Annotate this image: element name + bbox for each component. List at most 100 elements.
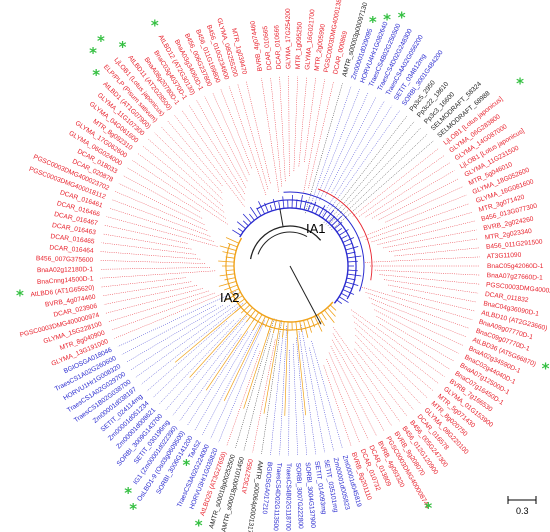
tree-branches [174,188,373,416]
branch [256,207,262,216]
leaf-connector [323,116,408,223]
branch [272,320,277,334]
branch [311,201,317,213]
branch [237,298,245,305]
branch [224,284,238,291]
star-icon: * [89,44,97,62]
branch [310,317,316,328]
branch [229,288,240,294]
clade-ia1-arc [256,199,357,300]
leaf-connector [111,292,215,331]
leaf-connector [352,147,440,217]
leaf-connector [323,365,352,446]
leaf-connector [296,337,308,456]
branch [224,277,236,281]
leaf-connector [235,318,275,449]
leaf-label: DCAR_016464 [49,244,94,254]
leaf-connector [304,83,343,214]
branch [346,251,356,255]
leaf-connector [326,358,360,443]
leaf-connector [270,76,283,187]
leaf-connector [228,85,267,196]
leaf-connector [202,324,260,435]
leaf-connector [309,86,352,210]
leaf-connector [331,140,434,231]
branch [328,215,336,224]
leaf-connector [333,327,400,422]
leaf-connector [365,292,470,329]
branch [218,281,237,287]
root-arc [249,225,322,260]
branch [227,243,238,248]
leaf-connector [118,183,205,225]
leaf-connector [130,305,230,371]
branch [299,195,303,209]
branch [334,221,343,230]
clade-label-ia2: IA2 [220,290,240,305]
branch [295,199,298,209]
scale-bar: 0.3 [507,496,537,516]
branch [336,299,343,304]
leaf-connector [327,127,421,227]
star-icon: * [516,74,524,92]
branch [338,296,349,303]
leaf-connector [108,207,214,242]
leaf-label: BnaCnng14500D-1 [37,275,94,286]
leaf-connector [308,81,334,189]
branch [344,285,353,289]
branch [324,309,335,323]
leaf-connector [154,132,223,200]
leaf-connector [304,77,317,163]
branch [236,221,246,230]
branch [347,269,358,272]
leaf-connector [332,333,393,427]
leaf-connector [355,341,415,411]
leaf-connector [108,290,209,323]
leaf-connector [311,340,343,449]
star-icon: * [16,287,24,305]
leaf-connector [101,242,196,255]
branch [263,328,280,414]
leaf-connector [101,277,186,288]
leaf-label: BnaC05g42060D-1 [487,263,544,270]
clade-label-ia1: IA1 [306,221,326,236]
leaf-connector [114,294,221,339]
branch [341,292,348,297]
branch [219,273,235,277]
star-icon: * [383,10,391,28]
leaf-connector [377,220,475,245]
leaf-connector [354,348,408,416]
branch [272,198,277,210]
branch [314,316,323,332]
star-icon: * [129,500,137,518]
branch [299,321,303,333]
leaf-connector [388,238,479,252]
clade-ia1-arc [283,191,365,292]
leaf-label: DCAR_010665 [262,25,274,70]
leaf-connector [152,319,234,398]
leaf-connector [371,303,463,346]
leaf-connector [172,313,254,416]
branch [249,206,258,219]
leaf-connector [204,96,248,182]
clade-ia2-arc [233,237,334,323]
leaf-connector [165,315,248,410]
star-icon: * [398,9,406,27]
leaf-connector [270,331,284,456]
leaf-connector [378,178,459,221]
star-icon: * [542,359,550,377]
star-icon: * [195,516,203,532]
leaf-connector [137,152,226,219]
leaf-connector [237,83,269,190]
leaf-connector [106,216,218,247]
highlight-stars: ***************** [16,9,550,532]
branch [342,237,355,243]
star-icon: * [119,38,127,56]
leaf-connector [103,285,198,305]
leaf-connector [243,319,277,451]
leaf-label: DCAR_010666 [273,24,282,69]
leaf-label: MTR_1g095250 [295,21,304,69]
leaf-connector [188,104,246,195]
branch [336,228,343,233]
